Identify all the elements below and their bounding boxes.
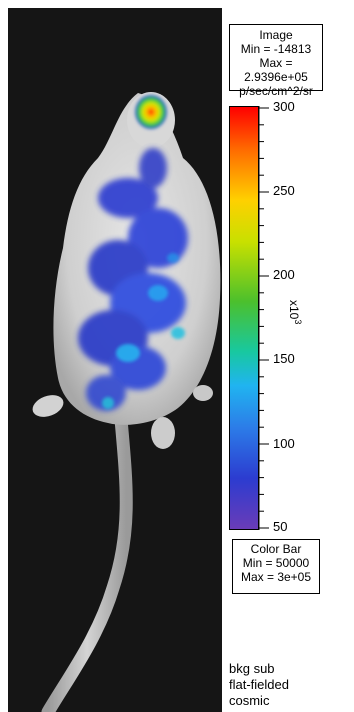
image-units: p/sec/cm^2/sr — [239, 84, 313, 98]
color-scale-bar — [229, 106, 259, 530]
color-bar-info-box: Color Bar Min = 50000 Max = 3e+05 — [232, 539, 320, 594]
note-cosmic: cosmic — [229, 693, 270, 708]
scale-label-300: 300 — [273, 99, 295, 114]
image-title: Image — [259, 28, 293, 42]
image-max: Max = 2.9396e+05 — [244, 56, 308, 84]
luminescence-photo — [8, 8, 222, 712]
mouse-image — [8, 8, 222, 712]
scale-label-250: 250 — [273, 183, 295, 198]
color-bar-title: Color Bar — [250, 542, 302, 556]
image-min: Min = -14813 — [240, 42, 312, 56]
scale-label-150: 150 — [273, 351, 295, 366]
scale-multiplier: x103 — [287, 300, 303, 325]
image-info-box: Image Min = -14813 Max = 2.9396e+05 p/se… — [229, 24, 323, 98]
scale-ticks — [258, 106, 269, 530]
scale-label-200: 200 — [273, 267, 295, 282]
note-flat-fielded: flat-fielded — [229, 677, 289, 692]
color-bar-max: Max = 3e+05 — [240, 570, 312, 584]
scale-label-50: 50 — [273, 519, 288, 534]
scale-label-100: 100 — [273, 436, 295, 451]
color-bar-min: Min = 50000 — [242, 556, 310, 570]
note-bkg-sub: bkg sub — [229, 661, 275, 676]
